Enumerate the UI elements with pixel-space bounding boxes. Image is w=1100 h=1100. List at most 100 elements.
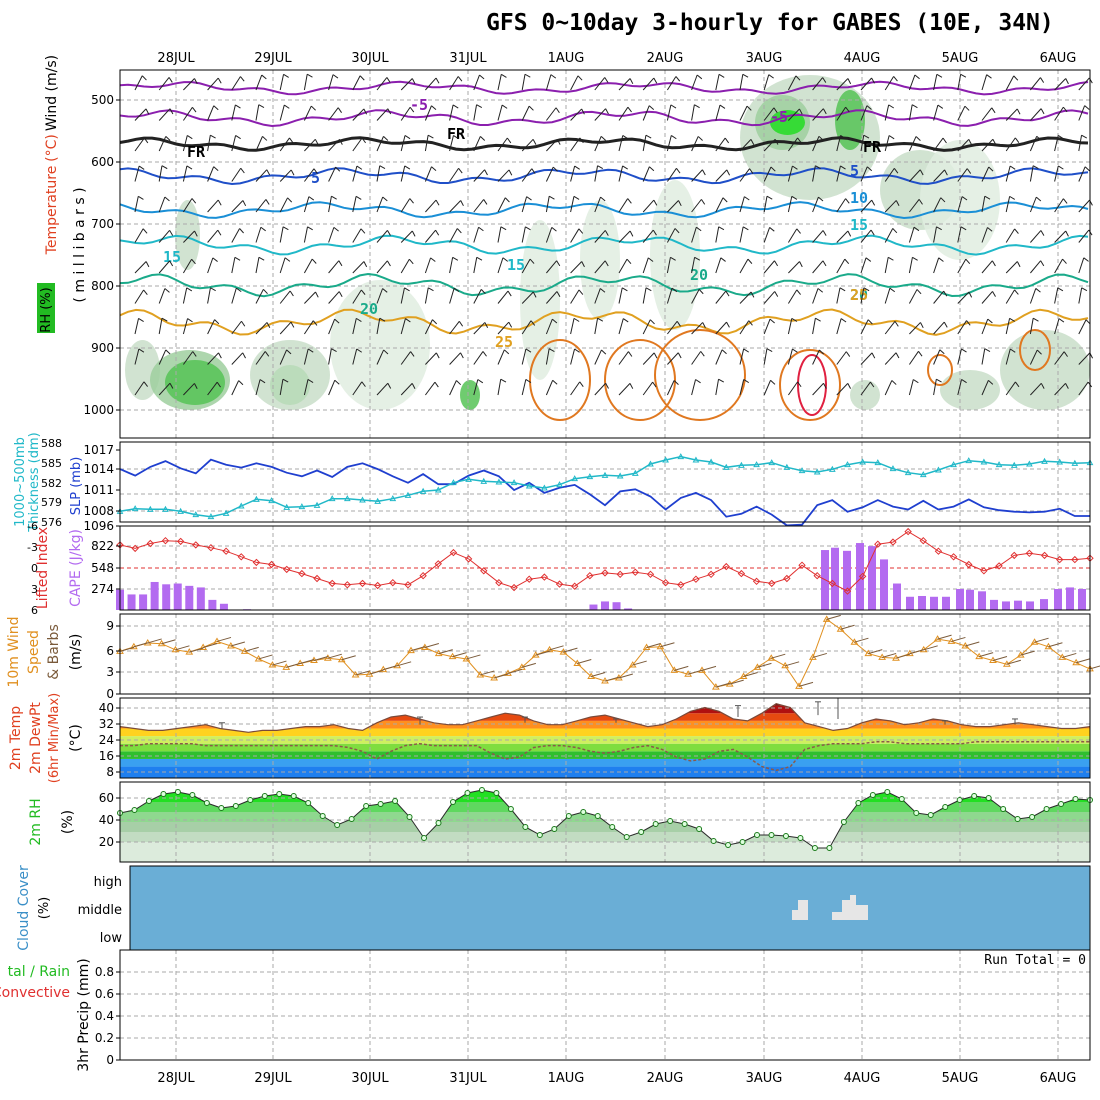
wind-barb-flag	[894, 321, 899, 327]
wind-barb-flag	[893, 168, 899, 174]
lifted-index-marker	[828, 579, 837, 588]
wind-barb-flag	[193, 383, 198, 389]
wind-barb	[691, 74, 698, 91]
wind-barb-flag	[1084, 105, 1090, 110]
wind-barb	[497, 169, 510, 182]
wind-barb	[545, 166, 554, 182]
wind-barb-flag	[1016, 108, 1021, 115]
wind-barb	[836, 135, 841, 152]
wind-barb-flag	[721, 349, 727, 355]
wind-barb	[933, 104, 939, 121]
wind-barb-flag	[984, 348, 991, 353]
wind-barb-flag	[356, 165, 363, 170]
rh-marker	[681, 821, 688, 827]
thickness-marker	[525, 482, 533, 489]
wind-barb-flag	[1065, 383, 1069, 389]
wind-barb-flag	[435, 199, 440, 206]
wind-barb	[812, 77, 823, 91]
wind-barb-flag	[818, 135, 824, 141]
wind-barb-flag	[629, 78, 634, 85]
wind-axis-label-b: Speed	[26, 630, 42, 674]
surface-wind-barb	[466, 654, 481, 660]
wind-barb	[328, 348, 332, 365]
wind-barb-flag	[574, 165, 580, 170]
wind-barb-flag	[315, 291, 319, 298]
wind-barb	[1078, 105, 1086, 121]
wind-barb	[400, 165, 406, 182]
wind-barb-flag	[1065, 78, 1069, 85]
wind-barb	[860, 319, 869, 335]
wind-barb	[134, 318, 140, 335]
wind-barb-flag	[702, 322, 706, 329]
lifted-index-marker	[813, 571, 821, 580]
lifted-index-marker	[510, 583, 518, 592]
wind-barb	[933, 226, 937, 243]
rh-marker	[334, 822, 341, 828]
wind-barb-flag	[627, 198, 632, 204]
surface-wind-barb	[646, 643, 661, 649]
wind-barb	[981, 348, 986, 365]
wind-barb-flag	[893, 76, 898, 82]
rh-marker	[884, 789, 891, 795]
precip-axis-label-b: Convective	[0, 985, 70, 1001]
wind-barb-flag	[578, 228, 584, 234]
wind-barb	[691, 379, 697, 396]
wind-barb	[957, 320, 967, 335]
surface-wind-barb	[521, 662, 536, 668]
slp-tick-label: 1017	[83, 443, 114, 457]
wind-barb-flag	[629, 383, 634, 389]
wind-barb-flag	[458, 321, 464, 327]
surface-wind-barb	[216, 636, 232, 642]
rh-marker	[956, 797, 963, 803]
surface-wind-barb	[355, 670, 370, 676]
wind-barb	[666, 76, 677, 91]
cape-tick-label: 822	[91, 539, 114, 553]
wind-barb-flag	[844, 258, 850, 264]
wind-barb-flag	[671, 287, 678, 293]
rh-marker	[565, 813, 572, 819]
lifted-index-marker	[525, 575, 533, 583]
wind-barb	[376, 108, 389, 121]
lifted-index-marker	[601, 569, 609, 577]
rh-contour-fill	[770, 110, 805, 135]
wind-barb-flag	[361, 381, 366, 387]
wind-barb-flag	[965, 258, 971, 265]
rh-marker	[667, 818, 674, 824]
wind-barb	[1054, 318, 1060, 335]
wind-barb-flag	[239, 228, 244, 234]
wind-barb	[425, 77, 437, 91]
surface-wind-barb	[424, 643, 439, 649]
wind-barb	[328, 380, 336, 396]
wind-barb	[328, 107, 339, 121]
wind-barb-flag	[937, 104, 944, 109]
wind-barb-flag	[192, 106, 197, 113]
isotherm-30-loop	[779, 349, 841, 421]
wind-barb-flag	[1083, 257, 1089, 262]
cape-bar	[978, 591, 986, 610]
wind-barb	[134, 348, 140, 365]
wind-barb	[787, 348, 793, 365]
wind-barb-flag	[696, 226, 702, 232]
surface-wind-barb	[826, 614, 841, 620]
wind-barb-flag	[992, 291, 996, 297]
thickness-marker	[328, 495, 336, 502]
thickness-marker	[753, 461, 760, 468]
wind-barb	[1078, 199, 1090, 213]
wind-barb-flag	[363, 108, 368, 115]
wind-barb-flag	[674, 228, 680, 234]
wind-barb	[352, 165, 358, 182]
wind-tick-label: 6	[106, 644, 114, 658]
wind-barb	[836, 78, 849, 91]
slp-panel-frame	[119, 441, 1091, 523]
wind-barb	[981, 196, 986, 213]
wind-barb-flag	[863, 134, 870, 139]
wind-barb-flag	[718, 73, 725, 78]
wind-barb	[618, 351, 629, 365]
wind-barb-flag	[653, 77, 658, 84]
wind-barb	[424, 319, 433, 335]
cape-bar	[918, 595, 926, 610]
wind-barb-flag	[525, 226, 531, 231]
wind-barb-flag	[648, 105, 655, 110]
isotherm-20	[119, 272, 1089, 298]
wind-barb-flag	[479, 136, 486, 141]
